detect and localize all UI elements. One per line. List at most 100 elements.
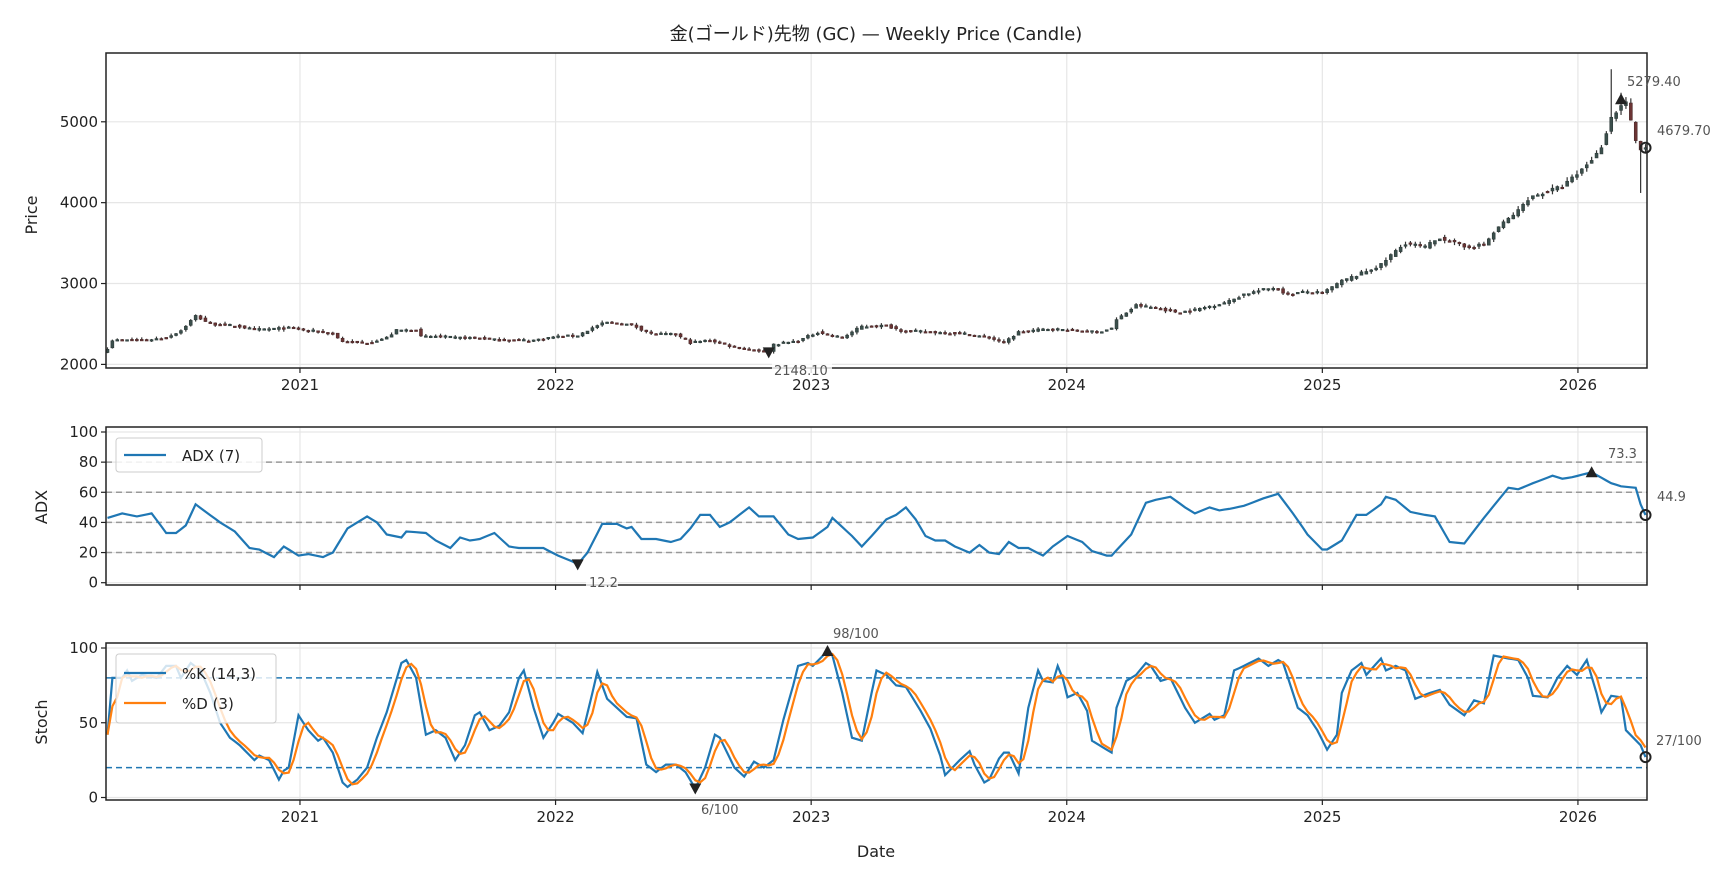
stoch-max-label: 98/100 xyxy=(833,627,879,642)
stoch-reference-lines xyxy=(106,677,1647,769)
candle-down xyxy=(943,332,947,335)
candle-up xyxy=(1609,116,1614,132)
candle-up xyxy=(1046,328,1050,332)
candle-up xyxy=(1109,327,1114,330)
candle-down xyxy=(708,340,712,343)
candle-down xyxy=(752,349,756,352)
candle-down xyxy=(820,331,825,334)
x-tick-label: 2022 xyxy=(536,376,574,394)
candle-up xyxy=(864,326,869,329)
candle-up xyxy=(1619,105,1623,111)
candle-down xyxy=(825,333,830,336)
candle-down xyxy=(1320,291,1325,294)
candle-up xyxy=(384,336,389,340)
candle-up xyxy=(1340,279,1344,286)
price-y-ticks: 2000 3000 4000 5000 xyxy=(60,113,106,373)
candle-up xyxy=(1193,308,1197,311)
candle-up xyxy=(913,329,918,332)
adx-min-label-bg xyxy=(586,574,618,590)
candle-up xyxy=(1584,164,1589,169)
candle-up xyxy=(698,340,702,344)
candle-up xyxy=(850,331,854,336)
candle-up xyxy=(179,330,183,334)
candle-up xyxy=(1531,195,1535,199)
candle-up xyxy=(1614,112,1618,119)
y-tick-label: 2000 xyxy=(60,355,98,373)
candle-up xyxy=(1134,304,1138,309)
candle-up xyxy=(918,330,923,333)
candle-up xyxy=(1300,290,1305,294)
candle-down xyxy=(1545,191,1550,194)
y-tick-label: 80 xyxy=(79,453,98,471)
candle-down xyxy=(610,321,614,324)
adx-legend-label: ADX (7) xyxy=(182,447,240,465)
candle-down xyxy=(139,339,144,342)
candle-down xyxy=(742,347,747,350)
candle-down xyxy=(282,327,286,330)
adx-axes-frame xyxy=(105,426,1648,586)
y-tick-label: 0 xyxy=(88,789,98,807)
candle-up xyxy=(1491,232,1496,240)
candle-up xyxy=(1124,312,1129,317)
candle-up xyxy=(257,328,262,331)
candle-up xyxy=(154,338,159,341)
candle-up xyxy=(1256,290,1261,293)
candle-up xyxy=(1198,307,1202,312)
candle-down xyxy=(526,340,531,343)
candle-down xyxy=(507,339,511,342)
candle-up xyxy=(394,329,399,335)
candle-up xyxy=(624,323,629,326)
y-tick-label: 50 xyxy=(79,714,98,732)
candle-down xyxy=(1139,304,1143,307)
candle-up xyxy=(267,328,271,331)
candle-up xyxy=(125,339,129,342)
candle-down xyxy=(948,333,952,336)
candle-down xyxy=(757,349,761,352)
candle-up xyxy=(1011,335,1016,340)
candle-up xyxy=(703,339,707,342)
candle-up xyxy=(1212,305,1217,309)
candle-down xyxy=(208,321,213,324)
candle-down xyxy=(972,334,977,338)
candle-up xyxy=(791,340,795,343)
candle-down xyxy=(958,332,962,335)
candle-down xyxy=(198,315,203,320)
candle-up xyxy=(286,326,291,329)
candle-down xyxy=(678,333,683,338)
candle-down xyxy=(899,329,903,332)
y-tick-label: 0 xyxy=(88,574,98,592)
candle-up xyxy=(399,329,404,332)
candle-down xyxy=(1286,292,1290,295)
candle-up xyxy=(1006,338,1011,343)
candle-down xyxy=(1168,309,1173,312)
candle-down xyxy=(370,342,374,345)
candle-up xyxy=(1129,308,1133,313)
stoch-k-legend-label: %K (14,3) xyxy=(182,665,256,683)
candle-up xyxy=(605,321,609,324)
candle-up xyxy=(1055,328,1060,331)
candle-up xyxy=(428,335,433,339)
candle-up xyxy=(1354,276,1359,279)
candle-down xyxy=(997,339,1001,342)
candle-up xyxy=(262,328,266,331)
candle-up xyxy=(110,340,115,349)
candle-down xyxy=(360,341,364,344)
candle-up xyxy=(835,335,840,338)
candle-down xyxy=(982,335,987,338)
stoch-y-ticks: 0 50 100 xyxy=(69,639,106,807)
candle-down xyxy=(561,335,565,338)
price-last-label: 4679.70 xyxy=(1657,124,1711,139)
candle-up xyxy=(776,344,781,347)
candle-down xyxy=(477,337,482,340)
candle-up xyxy=(860,325,864,330)
candle-down xyxy=(1153,306,1158,310)
candle-down xyxy=(1291,293,1295,296)
adx-last-marker-icon xyxy=(1639,509,1652,522)
x-tick-label: 2023 xyxy=(792,376,830,394)
adx-min-label: 12.2 xyxy=(589,576,618,591)
candle-up xyxy=(375,340,379,343)
candle-down xyxy=(130,339,134,342)
x-tick-label: 2021 xyxy=(281,376,319,394)
candle-up xyxy=(585,330,590,335)
candle-down xyxy=(502,339,506,342)
